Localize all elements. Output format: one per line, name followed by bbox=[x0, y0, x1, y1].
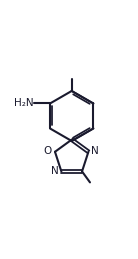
Text: N: N bbox=[91, 146, 99, 156]
Text: H₂N: H₂N bbox=[14, 98, 34, 109]
Text: O: O bbox=[44, 146, 52, 156]
Text: N: N bbox=[51, 167, 58, 176]
